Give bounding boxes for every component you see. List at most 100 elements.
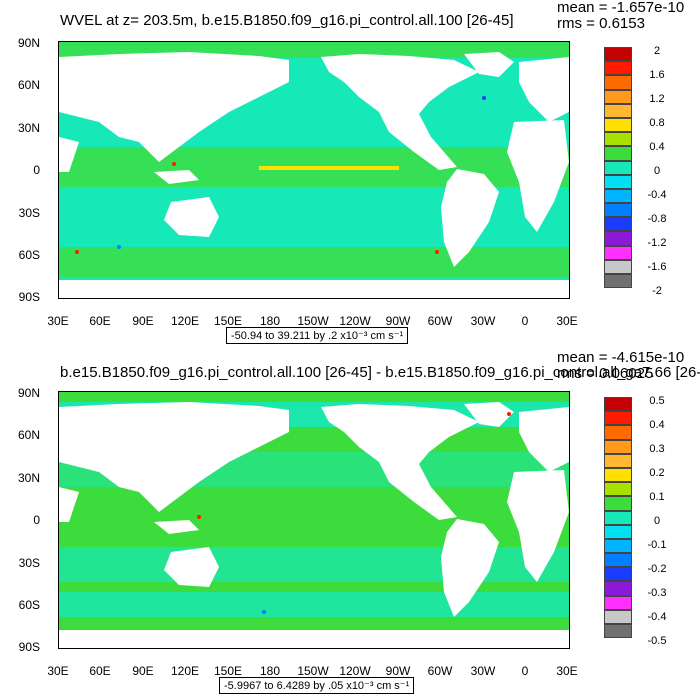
stats-rms: rms = 0.06025 <box>557 365 654 382</box>
colorbar-swatch <box>604 259 632 274</box>
colorbar-swatch <box>604 496 632 511</box>
lat-label: 0 <box>33 513 40 527</box>
lon-label: 60E <box>89 664 111 678</box>
colorbar-swatch <box>604 245 632 260</box>
contour-info-box: -5.9967 to 6.4289 by .05 x10⁻³ cm s⁻¹ <box>219 677 415 694</box>
colorbar-swatch <box>604 117 632 133</box>
colorbar-swatch <box>604 467 632 483</box>
colorbar-label: -1.6 <box>647 261 667 273</box>
colorbar-label: 0.4 <box>649 419 665 431</box>
lon-label: 60E <box>89 314 111 328</box>
lon-label: 120W <box>339 664 371 678</box>
lat-label: 90S <box>18 640 40 654</box>
lon-label: 60W <box>427 664 453 678</box>
colorbar-swatch <box>604 439 632 454</box>
colorbar-swatch <box>604 203 632 218</box>
colorbar-label: -0.3 <box>647 587 667 599</box>
stats-block: mean = -1.657e-10 rms = 0.6153 <box>557 0 684 32</box>
panel-title: b.e15.B1850.f09_g16.pi_control.all.100 [… <box>60 364 700 381</box>
colorbar-swatch <box>604 174 632 189</box>
lon-label: 30W <box>470 664 496 678</box>
top-map-panel: WVEL at z= 203.5m, b.e15.B1850.f09_g16.p… <box>17 0 684 344</box>
colorbar-swatch <box>604 482 632 497</box>
colorbar-swatch <box>604 581 632 596</box>
lon-label: 90W <box>385 664 411 678</box>
colorbar-label: -0.8 <box>647 213 667 225</box>
colorbar-label: 0.4 <box>649 141 665 153</box>
stats-mean: mean = -1.657e-10 <box>557 0 685 16</box>
lat-label: 60S <box>18 598 40 612</box>
colorbar <box>604 47 632 289</box>
lon-label: 30E <box>47 664 69 678</box>
lon-label: 90E <box>132 314 154 328</box>
colorbar-swatch <box>604 146 632 161</box>
colorbar-label: 1.2 <box>649 93 665 105</box>
lat-label: 60S <box>18 248 40 262</box>
colorbar-swatch <box>604 567 632 582</box>
lat-label: 90N <box>17 386 40 400</box>
colorbar-swatch <box>604 132 632 147</box>
map-canvas <box>59 392 569 648</box>
lat-label: 30N <box>17 121 40 135</box>
lon-label: 0 <box>521 664 529 678</box>
colorbar-swatch <box>604 47 632 62</box>
colorbar-label: 0.8 <box>649 117 665 129</box>
bottom-map-panel: b.e15.B1850.f09_g16.pi_control.all.100 [… <box>0 350 700 700</box>
lon-label: 150E <box>213 314 243 328</box>
colorbar-swatch <box>604 217 632 232</box>
lat-label: 30S <box>18 556 40 570</box>
colorbar-label: 0 <box>653 515 661 527</box>
colorbar-label: -0.1 <box>647 539 667 551</box>
colorbar-swatch <box>604 425 632 440</box>
colorbar-swatch <box>604 595 632 610</box>
colorbar-swatch <box>604 609 632 624</box>
colorbar-label: -0.4 <box>647 189 667 201</box>
lon-label: 120W <box>339 314 371 328</box>
panel-title: WVEL at z= 203.5m, b.e15.B1850.f09_g16.p… <box>60 12 514 29</box>
colorbar-swatch <box>604 510 632 525</box>
colorbar-swatch <box>604 624 632 639</box>
colorbar-label: -0.5 <box>647 635 667 647</box>
colorbar-label: 0.3 <box>649 443 665 455</box>
colorbar-swatch <box>604 75 632 90</box>
map-plot <box>58 391 570 649</box>
lon-label: 0 <box>521 314 529 328</box>
lat-label: 60N <box>17 78 40 92</box>
lat-label: 30N <box>17 471 40 485</box>
stats-rms: rms = 0.6153 <box>557 15 645 32</box>
lon-label: 90E <box>132 664 154 678</box>
colorbar-swatch <box>604 160 632 175</box>
lat-label: 60N <box>17 428 40 442</box>
lon-label: 30W <box>470 314 496 328</box>
colorbar-swatch <box>604 397 632 412</box>
colorbar-label: -0.4 <box>647 611 667 623</box>
lon-label: 90W <box>385 314 411 328</box>
colorbar-swatch <box>604 411 632 426</box>
lon-label: 60W <box>427 314 453 328</box>
lon-label: 150W <box>297 314 329 328</box>
colorbar-swatch <box>604 453 632 468</box>
colorbar-label: -0.2 <box>647 563 667 575</box>
lon-label: 120E <box>170 314 200 328</box>
lon-label: 30E <box>556 314 578 328</box>
colorbar-label: -1.2 <box>647 237 667 249</box>
colorbar-label: 0.1 <box>649 491 665 503</box>
lon-label: 120E <box>170 664 200 678</box>
colorbar-label: 0.5 <box>649 395 665 407</box>
contour-info-box: -50.94 to 39.211 by .2 x10⁻³ cm s⁻¹ <box>226 327 409 344</box>
colorbar-label: 1.6 <box>649 69 665 81</box>
colorbar-swatch <box>604 188 632 204</box>
colorbar-label: 2 <box>653 45 661 57</box>
colorbar-swatch <box>604 103 632 118</box>
colorbar-swatch <box>604 524 632 539</box>
colorbar-label: -2 <box>652 285 662 297</box>
map-plot <box>58 41 570 299</box>
lon-label: 30E <box>47 314 69 328</box>
colorbar-swatch <box>604 553 632 568</box>
colorbar-swatch <box>604 274 632 289</box>
lon-label: 30E <box>556 664 578 678</box>
lon-label: 150E <box>213 664 243 678</box>
colorbar-swatch <box>604 61 632 76</box>
stats-mean: mean = -4.615e-10 <box>557 349 685 366</box>
colorbar <box>604 397 632 639</box>
